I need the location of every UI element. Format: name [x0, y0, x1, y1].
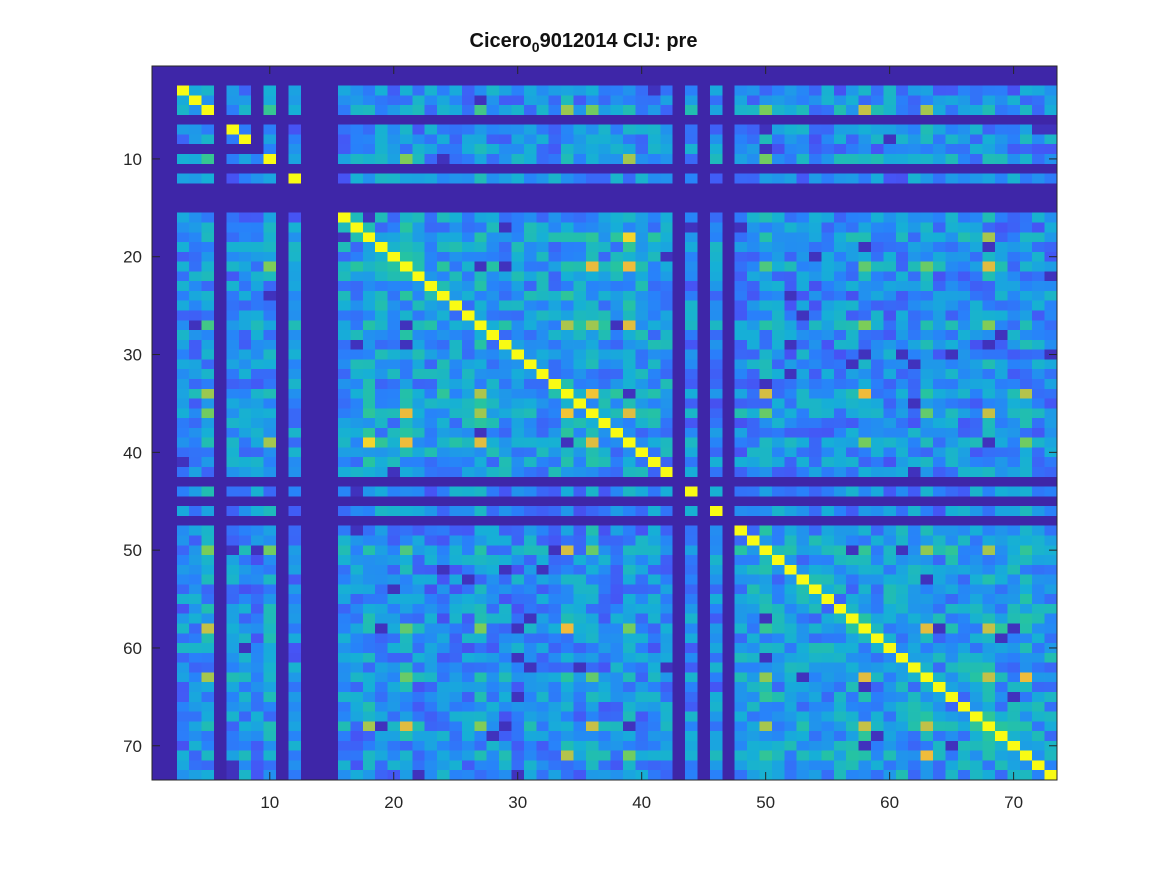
y-tick-label: 30: [123, 346, 142, 365]
chart-title: Cicero09012014 CIJ: pre: [469, 30, 698, 55]
axes-box: [151, 65, 1058, 781]
x-tick-label: 40: [632, 793, 651, 812]
y-tick-label: 50: [123, 541, 142, 560]
y-tick-label: 40: [123, 443, 142, 462]
y-tick-label: 20: [123, 248, 142, 267]
y-tick-label: 60: [123, 639, 142, 658]
x-tick-label: 60: [880, 793, 899, 812]
x-tick-label: 30: [508, 793, 527, 812]
y-tick-label: 10: [123, 150, 142, 169]
x-tick-label: 50: [756, 793, 775, 812]
heatmap-image: [152, 66, 1057, 780]
y-tick-label: 70: [123, 737, 142, 756]
x-tick-label: 10: [260, 793, 279, 812]
x-tick-label: 70: [1004, 793, 1023, 812]
x-tick-label: 20: [384, 793, 403, 812]
